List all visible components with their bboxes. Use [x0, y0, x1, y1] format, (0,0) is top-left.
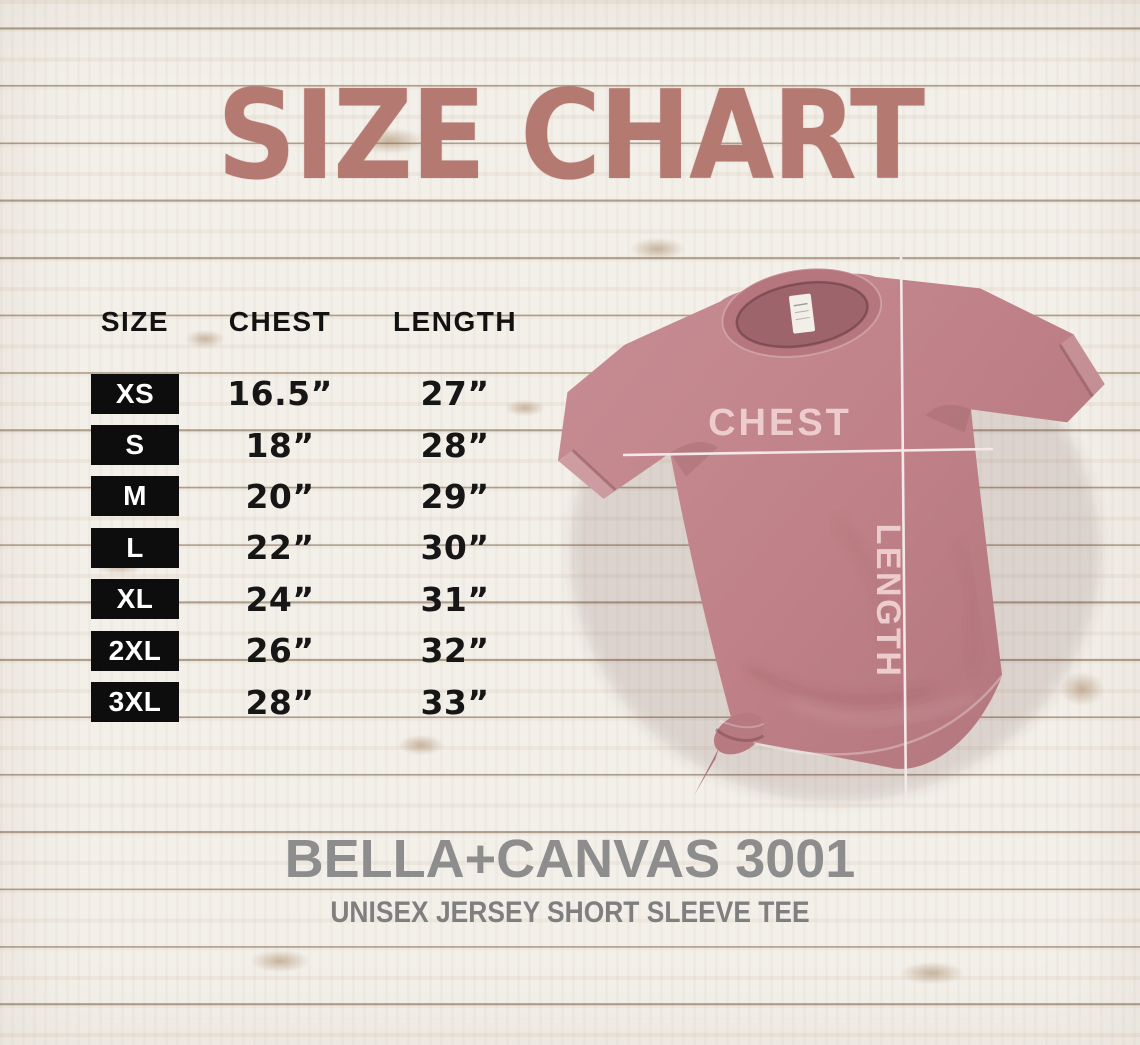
length-value: 32”: [420, 631, 490, 671]
page-title: SIZE CHART: [216, 63, 925, 208]
table-row: XS 16.5” 27”: [70, 368, 550, 419]
wood-knot: [630, 238, 685, 260]
chest-value: 16.5”: [227, 374, 333, 414]
size-table-body: XS 16.5” 27” S 18” 28” M 20” 29” L 22” 3…: [70, 368, 550, 728]
table-row: S 18” 28”: [70, 419, 550, 470]
chest-value: 20”: [245, 476, 315, 516]
length-value: 28”: [420, 425, 490, 465]
length-value: 27”: [420, 374, 490, 414]
length-value: 31”: [420, 579, 490, 619]
table-row: L 22” 30”: [70, 522, 550, 573]
wood-knot: [250, 950, 310, 972]
wood-knot: [900, 962, 964, 984]
wood-knot: [185, 330, 225, 348]
product-subtitle: UNISEX JERSEY SHORT SLEEVE TEE: [330, 896, 810, 929]
chest-value: 28”: [245, 682, 315, 722]
chest-value: 26”: [245, 631, 315, 671]
wood-knot: [398, 735, 444, 755]
chest-label: CHEST: [708, 402, 852, 444]
header-size: SIZE: [100, 306, 170, 337]
size-badge: L: [91, 527, 179, 568]
brand-tag: [788, 293, 815, 334]
product-name: BELLA+CANVAS 3001: [284, 829, 856, 889]
table-row: XL 24” 31”: [70, 574, 550, 625]
size-badge: 2XL: [91, 630, 179, 671]
table-row: M 20” 29”: [70, 471, 550, 522]
size-badge: 3XL: [91, 682, 179, 723]
length-value: 29”: [420, 476, 490, 516]
chest-value: 24”: [245, 579, 315, 619]
size-badge: M: [91, 476, 179, 517]
length-label: LENGTH: [869, 524, 907, 679]
size-badge: XS: [91, 373, 179, 414]
size-badge: XL: [91, 579, 179, 620]
header-chest: CHEST: [228, 306, 332, 337]
chest-measure-line: [622, 447, 994, 457]
size-table-header: SIZE CHEST LENGTH: [70, 304, 550, 340]
chest-value: 22”: [245, 528, 315, 568]
table-row: 2XL 26” 32”: [70, 625, 550, 676]
length-value: 33”: [420, 682, 490, 722]
size-table: SIZE CHEST LENGTH XS 16.5” 27” S 18” 28”…: [70, 304, 550, 723]
chest-value: 18”: [245, 425, 315, 465]
length-value: 30”: [420, 528, 490, 568]
table-row: 3XL 28” 33”: [70, 676, 550, 727]
header-length: LENGTH: [392, 306, 518, 337]
size-badge: S: [91, 425, 179, 466]
wood-knot: [505, 400, 545, 416]
wood-knot: [1060, 672, 1104, 706]
length-measure-line: [899, 251, 908, 803]
wood-knot: [355, 128, 425, 154]
tshirt-photo: CHEST LENGTH: [535, 222, 1140, 842]
